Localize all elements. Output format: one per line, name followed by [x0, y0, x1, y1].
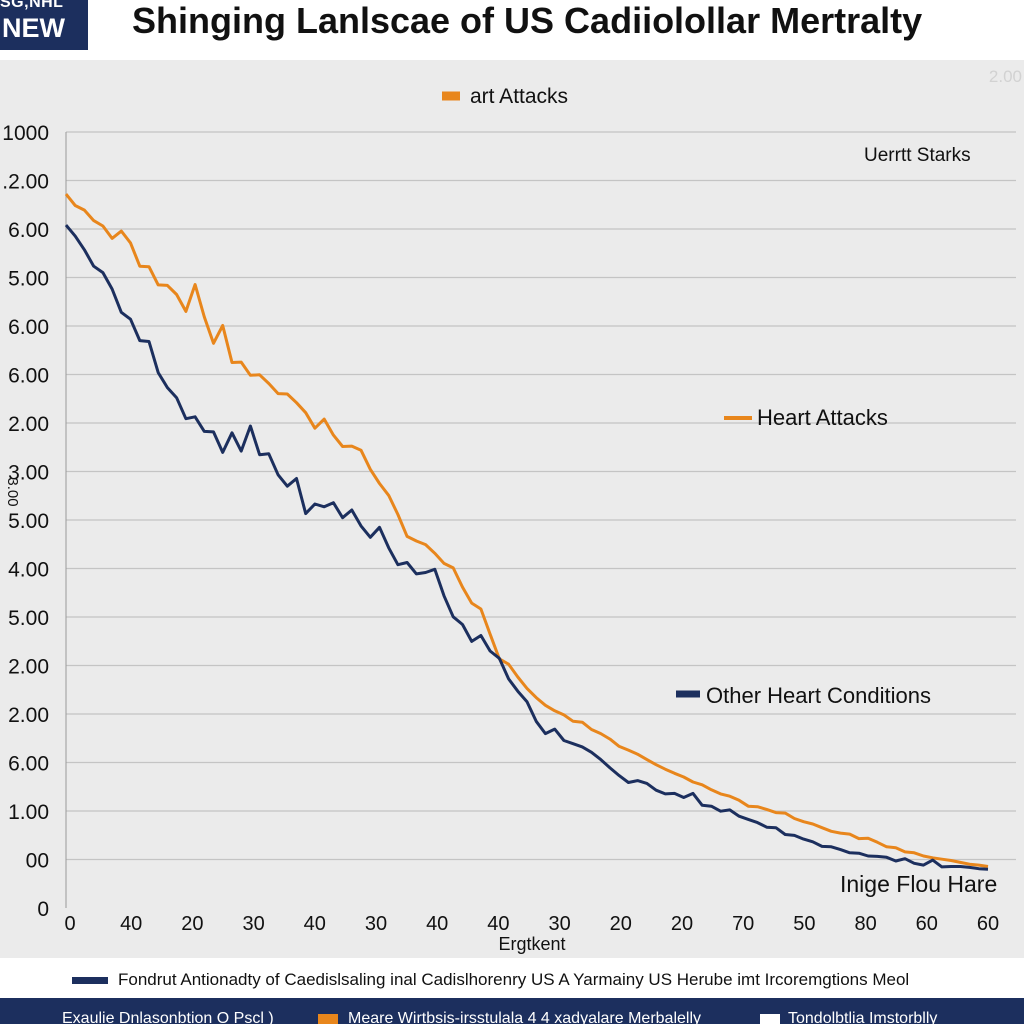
- legend-swatch: [724, 416, 752, 420]
- x-tick-label: 20: [610, 913, 632, 935]
- footnote-text: Fondrut Antionadty of Caedislsaling inal…: [118, 970, 910, 989]
- y-tick-label: 3.00: [8, 462, 49, 485]
- bottom-bar-swatch-white: [760, 1014, 780, 1024]
- bottom-bar-swatch-orange: [318, 1014, 338, 1024]
- x-tick-label: 60: [916, 913, 938, 935]
- y-axis-label: 3.00: [4, 477, 21, 506]
- legend-label: Heart Attacks: [757, 405, 888, 430]
- legend-group: art Attacks Uerrtt Starks Heart Attacks Oth…: [442, 85, 997, 897]
- page-title: Shinging Lanlscae of US Cadiiolollar Mer…: [132, 0, 923, 41]
- x-tick-label: 40: [304, 913, 326, 935]
- y-tick-label: 2.00: [8, 656, 49, 679]
- y-tick-label: 00: [26, 850, 49, 873]
- y-tick-label: 2.00: [8, 704, 49, 727]
- series-line-other-heart-conditions: [64, 224, 989, 871]
- x-tick-label: 30: [365, 913, 387, 935]
- x-tick-labels: 0 40 20 30 40 30 40 40 30 20 20 70 50 80 60 60: [64, 913, 999, 935]
- y-tick-label: 6.00: [8, 753, 49, 776]
- x-tick-label: 40: [487, 913, 509, 935]
- x-tick-label: 30: [242, 913, 264, 935]
- y-tick-label: 5.00: [8, 607, 49, 630]
- bottom-bar-item-1: Exaulie Dnlasonbtion O Pscl ): [62, 1010, 274, 1027]
- y-tick-label: 2.00: [8, 413, 49, 436]
- badge-line-1: SG,NHL: [0, 0, 64, 11]
- bottom-bar-item-3: Tondolbtlia Imstorblly: [788, 1010, 938, 1027]
- y-tick-label: 1000: [2, 122, 49, 145]
- series-lines: [64, 193, 989, 871]
- x-axis-label: Ergtkent: [498, 934, 565, 954]
- y-tick-label: 6.00: [8, 219, 49, 242]
- legend-label: art Attacks: [470, 85, 568, 108]
- x-tick-label: 50: [793, 913, 815, 935]
- x-tick-label: 40: [426, 913, 448, 935]
- x-tick-label: 0: [64, 913, 75, 935]
- footnote-swatch: [72, 977, 108, 984]
- footnote: Fondrut Antionadty of Caedislsaling inal…: [0, 958, 1024, 998]
- news-badge: SG,NHL NEW: [0, 0, 88, 50]
- bottom-bar: Exaulie Dnlasonbtion O Pscl ) Meare Wirt…: [0, 998, 1024, 1027]
- x-tick-label: 40: [120, 913, 142, 935]
- legend-swatch: [676, 690, 700, 698]
- chart-panel: [0, 60, 1024, 958]
- series-line-heart-attacks: [64, 193, 989, 868]
- y-tick-label: 6.00: [8, 365, 49, 388]
- x-tick-label: 30: [548, 913, 570, 935]
- grid-lines: [65, 131, 1016, 908]
- legend-label: Other Heart Conditions: [706, 683, 931, 708]
- legend-label: Inige Flou Hare: [840, 871, 997, 897]
- line-chart: 1000 .2.00 6.00 5.00 6.00 6.00 2.00 3.00 5.00 4.0…: [2, 67, 1022, 954]
- legend-swatch: [442, 91, 460, 101]
- y-tick-labels: 1000 .2.00 6.00 5.00 6.00 6.00 2.00 3.00 5.00 4.0…: [2, 122, 49, 921]
- bottom-bar-item-2: Meare Wirtbsis-irsstulala 4 4 xadyalare …: [348, 1010, 702, 1027]
- y-tick-label: 6.00: [8, 316, 49, 339]
- y-tick-label: .2.00: [2, 171, 49, 194]
- badge-line-2: NEW: [2, 13, 65, 43]
- y-tick-label: 5.00: [8, 268, 49, 291]
- y-tick-label: 4.00: [8, 559, 49, 582]
- x-tick-label: 60: [977, 913, 999, 935]
- corner-label: 2.00: [989, 67, 1022, 86]
- x-tick-label: 70: [732, 913, 754, 935]
- y-tick-label: 0: [37, 898, 49, 921]
- x-tick-label: 20: [181, 913, 203, 935]
- y-tick-label: 5.00: [8, 510, 49, 533]
- x-tick-label: 80: [854, 913, 876, 935]
- x-tick-label: 20: [671, 913, 693, 935]
- y-tick-label: 1.00: [8, 801, 49, 824]
- legend-label: Uerrtt Starks: [864, 145, 971, 166]
